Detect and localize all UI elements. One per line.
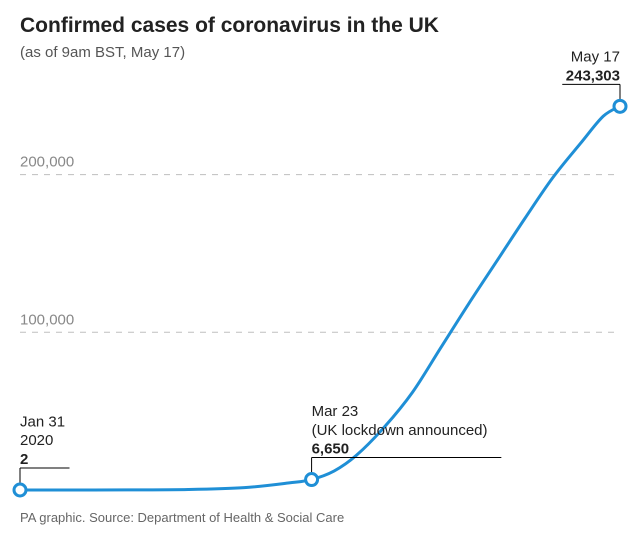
y-axis-label: 200,000 <box>20 154 74 171</box>
annotation-text: 6,650 <box>312 441 350 458</box>
annotation-text: 2 <box>20 451 28 468</box>
annotation-text: 2020 <box>20 432 53 449</box>
annotation-text: May 17 <box>571 49 620 66</box>
data-marker <box>614 100 626 112</box>
chart-footer: PA graphic. Source: Department of Health… <box>20 510 344 525</box>
y-axis-label: 100,000 <box>20 311 74 328</box>
data-marker <box>14 484 26 496</box>
annotation-text: Mar 23 <box>312 403 359 420</box>
annotation-text: (UK lockdown announced) <box>312 422 488 439</box>
line-chart: 100,000 200,000 Jan 31 2020 2 Mar 23 (UK lockd… <box>0 0 640 536</box>
annotation-text: 243,303 <box>566 67 620 84</box>
chart-container: { "title": "Confirmed cases of coronavir… <box>0 0 640 536</box>
data-marker <box>306 474 318 486</box>
annotation-text: Jan 31 <box>20 413 65 430</box>
